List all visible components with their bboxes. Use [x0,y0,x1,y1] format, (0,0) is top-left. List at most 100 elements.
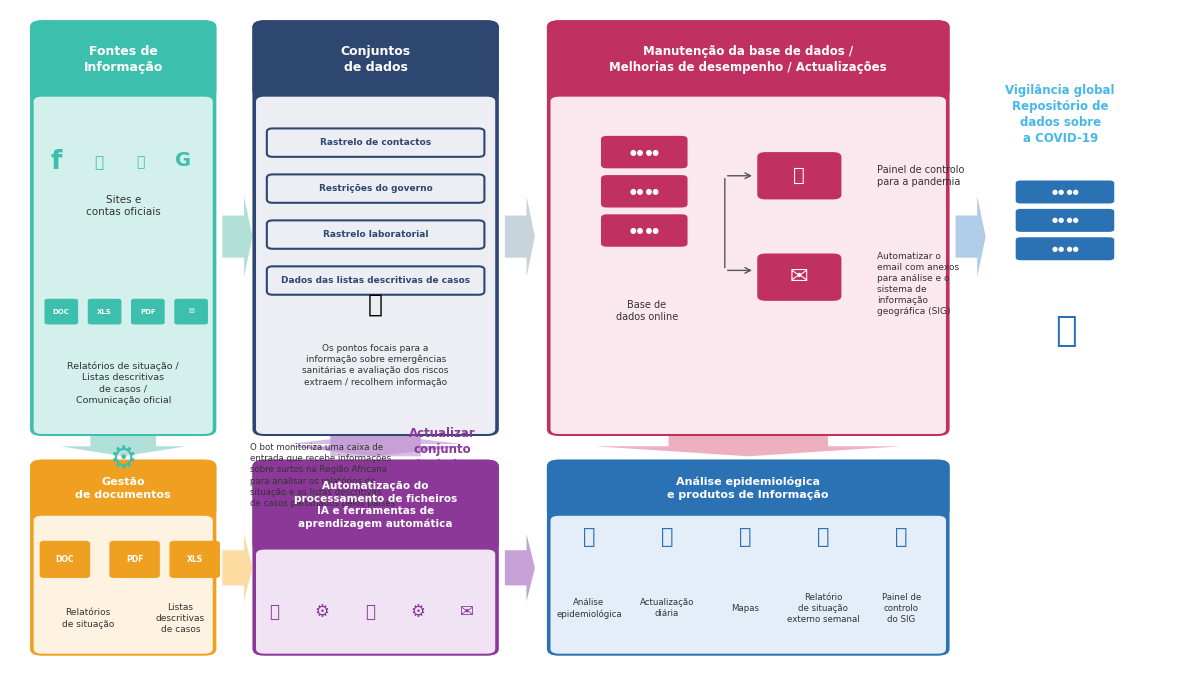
Text: Actualizar
conjunto
de dados: Actualizar conjunto de dados [409,427,476,472]
FancyBboxPatch shape [34,97,213,434]
Text: Actualização
diária: Actualização diária [639,598,695,619]
Polygon shape [60,434,186,456]
FancyBboxPatch shape [267,266,484,295]
FancyBboxPatch shape [551,97,946,434]
FancyBboxPatch shape [1016,237,1114,260]
Text: Rastrelo de contactos: Rastrelo de contactos [320,138,432,147]
Text: Vigilância global
Repositório de
dados sobre
a COVID-19: Vigilância global Repositório de dados s… [1005,84,1115,145]
FancyBboxPatch shape [267,174,484,203]
Text: 🗺: 🗺 [739,527,751,548]
Text: 📊: 📊 [895,527,908,548]
FancyBboxPatch shape [252,460,499,551]
Text: 📊: 📊 [793,166,805,185]
Text: PDF: PDF [126,554,143,564]
Text: ●● ●●: ●● ●● [1052,189,1078,195]
Text: f: f [50,149,63,175]
FancyBboxPatch shape [601,214,688,247]
Text: Mapas: Mapas [731,604,760,613]
Text: Gestão
de documentos: Gestão de documentos [76,477,171,500]
Text: ✉: ✉ [189,309,194,314]
Text: Relatórios de situação /
Listas descritivas
de casos /
Comunicação oficial: Relatórios de situação / Listas descriti… [67,362,179,405]
FancyBboxPatch shape [256,550,495,654]
Text: 📁: 📁 [269,603,279,621]
FancyBboxPatch shape [551,516,946,654]
Text: ✉: ✉ [459,603,474,621]
Polygon shape [956,196,986,277]
Text: 👤: 👤 [661,527,673,548]
Text: Base de
dados online: Base de dados online [615,299,678,322]
Text: 📈: 📈 [583,527,595,548]
Polygon shape [222,534,252,602]
Text: 🌍: 🌍 [1055,314,1077,348]
Text: ✉: ✉ [790,267,809,287]
FancyBboxPatch shape [267,128,484,157]
Text: 👥: 👥 [368,292,383,316]
Text: PDF: PDF [141,309,155,314]
FancyBboxPatch shape [30,460,216,517]
Text: O bot monitoriza uma caixa de
entrada que recebe informações
sobre surtos na Reg: O bot monitoriza uma caixa de entrada qu… [250,443,395,508]
Text: ●● ●●: ●● ●● [630,226,659,235]
FancyBboxPatch shape [1016,180,1114,203]
FancyBboxPatch shape [547,20,950,436]
FancyBboxPatch shape [30,20,216,436]
FancyBboxPatch shape [256,97,495,434]
Polygon shape [505,196,535,277]
Text: Restrições do governo: Restrições do governo [319,184,433,193]
Text: Fontes de
Informação: Fontes de Informação [83,45,163,74]
Text: ⚙: ⚙ [411,603,426,621]
Text: ⚙: ⚙ [315,603,329,621]
Polygon shape [288,434,463,456]
FancyBboxPatch shape [601,136,688,168]
FancyBboxPatch shape [252,20,499,98]
Text: ●● ●●: ●● ●● [630,147,659,157]
Text: Painel de controlo
para a pandemia: Painel de controlo para a pandemia [877,164,965,187]
Text: 🌐: 🌐 [137,155,144,169]
Text: 📄: 📄 [817,527,829,548]
FancyBboxPatch shape [267,220,484,249]
Polygon shape [505,534,535,602]
Text: Análise
epidemiológica: Análise epidemiológica [557,598,621,619]
FancyBboxPatch shape [1016,209,1114,232]
Text: G: G [174,151,191,170]
FancyBboxPatch shape [252,460,499,656]
FancyBboxPatch shape [757,152,841,199]
Polygon shape [222,196,252,277]
Text: Sites e
contas oficiais: Sites e contas oficiais [85,195,161,218]
Text: XLS: XLS [186,554,203,564]
Text: ⚙: ⚙ [109,445,137,474]
Text: XLS: XLS [97,309,112,314]
Text: Automatização do
processamento de ficheiros
IA e ferramentas de
aprendizagem aut: Automatização do processamento de fichei… [294,481,457,529]
Text: Os pontos focais para a
informação sobre emergências
sanitárias e avaliação dos : Os pontos focais para a informação sobre… [303,343,448,387]
Text: Rastrelo laboratorial: Rastrelo laboratorial [323,230,428,239]
FancyBboxPatch shape [44,299,78,324]
FancyBboxPatch shape [252,20,499,436]
FancyBboxPatch shape [547,460,950,656]
Text: DOC: DOC [55,554,75,564]
Text: ●● ●●: ●● ●● [1052,246,1078,251]
FancyBboxPatch shape [30,20,216,98]
FancyBboxPatch shape [601,175,688,208]
FancyBboxPatch shape [757,254,841,301]
FancyBboxPatch shape [34,516,213,654]
FancyBboxPatch shape [88,299,121,324]
FancyBboxPatch shape [547,20,950,98]
Text: Listas
descritivas
de casos: Listas descritivas de casos [156,603,204,634]
Text: ●● ●●: ●● ●● [1052,218,1078,223]
Text: Dados das listas descritivas de casos: Dados das listas descritivas de casos [281,276,470,285]
Text: 📋: 📋 [365,603,375,621]
FancyBboxPatch shape [40,541,90,578]
Text: DOC: DOC [53,309,70,314]
Polygon shape [595,434,902,456]
Text: Relatórios
de situação: Relatórios de situação [61,608,114,629]
Text: Conjuntos
de dados: Conjuntos de dados [340,45,411,74]
FancyBboxPatch shape [30,460,216,656]
FancyBboxPatch shape [547,460,950,517]
FancyBboxPatch shape [109,541,160,578]
Polygon shape [288,434,463,456]
Text: Análise epidemiológica
e produtos de Informação: Análise epidemiológica e produtos de Inf… [667,477,829,500]
Text: Automatizar o
email com anexos
para análise e o
sistema de
informação
geográfica: Automatizar o email com anexos para anál… [877,251,959,316]
Text: ●● ●●: ●● ●● [630,187,659,196]
Text: Manutenção da base de dados /
Melhorias de desempenho / Actualizações: Manutenção da base de dados / Melhorias … [609,45,887,74]
FancyBboxPatch shape [174,299,208,324]
FancyBboxPatch shape [131,299,165,324]
